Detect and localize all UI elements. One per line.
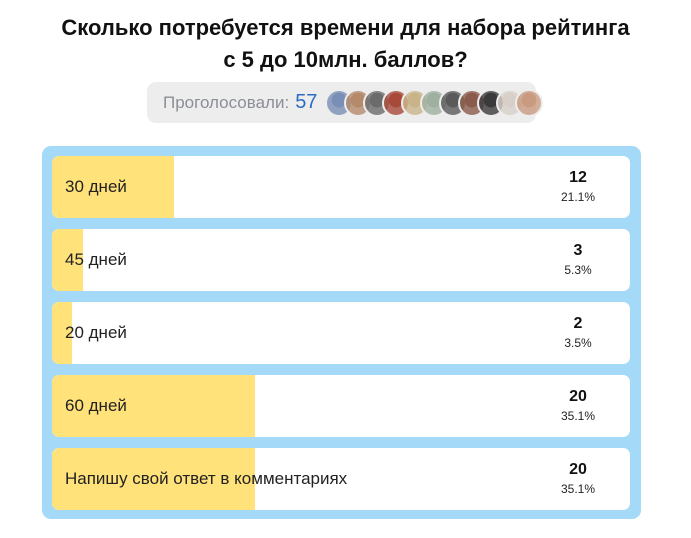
option-vote-bar <box>52 375 255 437</box>
poll-option-own-answer[interactable]: Напишу свой ответ в комментариях 20 35.1… <box>52 448 630 510</box>
voter-avatars[interactable] <box>325 88 544 117</box>
option-stats: 20 35.1% <box>548 460 608 497</box>
poll-option-60-days[interactable]: 60 дней 20 35.1% <box>52 375 630 437</box>
voters-label: Проголосовали: <box>163 93 290 112</box>
option-vote-percent: 5.3% <box>564 263 592 277</box>
poll-option-45-days[interactable]: 45 дней 3 5.3% <box>52 229 630 291</box>
option-vote-percent: 35.1% <box>560 409 596 423</box>
option-vote-count: 12 <box>569 169 587 186</box>
option-vote-bar <box>52 156 174 218</box>
option-vote-percent: 35.1% <box>560 482 596 496</box>
option-label: 20 дней <box>65 323 127 342</box>
option-vote-count: 20 <box>569 461 587 478</box>
poll-option-20-days[interactable]: 20 дней 2 3.5% <box>52 302 630 364</box>
option-vote-count: 20 <box>569 388 587 405</box>
option-label: 30 дней <box>65 177 127 196</box>
poll-title: Сколько потребуется времени для набора р… <box>0 12 691 76</box>
option-stats: 20 35.1% <box>548 387 608 424</box>
option-vote-bar <box>52 302 73 364</box>
option-label: 45 дней <box>65 250 127 269</box>
option-stats: 12 21.1% <box>548 168 608 205</box>
option-label: 60 дней <box>65 396 127 415</box>
poll-option-30-days[interactable]: 30 дней 12 21.1% <box>52 156 630 218</box>
voters-summary[interactable]: Проголосовали: 57 <box>147 82 544 123</box>
voter-avatar <box>515 88 544 117</box>
poll-title-line-1: Сколько потребуется времени для набора р… <box>61 15 630 40</box>
option-vote-bar <box>52 448 255 510</box>
poll-title-line-2: с 5 до 10млн. баллов? <box>223 47 468 72</box>
poll-options-panel: 30 дней 12 21.1% 45 дней 3 5.3% 20 дней … <box>42 146 641 519</box>
option-vote-count: 2 <box>573 315 583 332</box>
option-vote-percent: 21.1% <box>560 190 596 204</box>
option-vote-count: 3 <box>573 242 583 259</box>
option-stats: 3 5.3% <box>548 241 608 278</box>
voters-count: 57 <box>295 91 318 113</box>
option-stats: 2 3.5% <box>548 314 608 351</box>
option-label: Напишу свой ответ в комментариях <box>65 469 348 488</box>
option-vote-percent: 3.5% <box>564 336 592 350</box>
option-vote-bar <box>52 229 83 291</box>
